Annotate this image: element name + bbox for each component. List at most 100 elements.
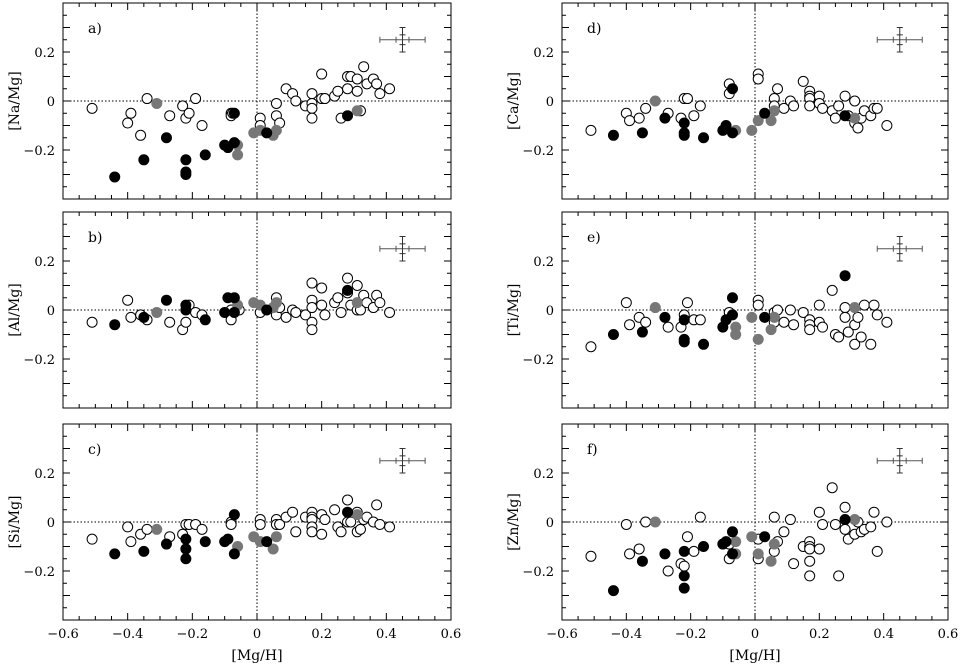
data-point-open [633, 543, 645, 555]
data-point-open [817, 102, 829, 114]
data-point-gray [849, 112, 861, 124]
data-point-black [222, 533, 234, 545]
data-point-gray [746, 531, 758, 543]
data-point-black [839, 270, 851, 282]
data-point-open [86, 102, 98, 114]
y-tick-label: 0.2 [34, 467, 55, 482]
data-point-black [678, 545, 690, 557]
data-point-black [261, 127, 273, 139]
y-tick-label: −0.2 [522, 144, 554, 159]
data-point-open [788, 100, 800, 112]
y-tick-label: −0.2 [522, 353, 554, 368]
data-point-open [839, 90, 851, 102]
data-point-open [125, 536, 137, 548]
data-point-open [813, 543, 825, 555]
data-point-gray [151, 523, 163, 535]
data-point-open [694, 314, 706, 326]
data-point-black [228, 306, 240, 318]
data-point-open [784, 514, 796, 526]
panel-timg: 0.2 0 −0.2 [Ti/Mg] e) [506, 211, 949, 409]
data-point-open [772, 83, 784, 95]
data-point-open [122, 294, 134, 306]
data-point-open [804, 555, 816, 567]
x-tick-label: 0 [751, 627, 759, 642]
data-point-black [607, 329, 619, 340]
data-point-black [726, 309, 738, 321]
data-point-gray [746, 311, 758, 323]
data-point-gray [765, 324, 777, 336]
data-point-open [122, 521, 134, 533]
data-point-open [788, 319, 800, 331]
data-point-open [135, 129, 147, 141]
x-axis-title: [Mg/H] [231, 648, 282, 664]
panel-simg: 0.2 0 −0.2 [Si/Mg] c) −0.6 −0.4 −0.2 0 0.2 0.4 0.6 [… [7, 423, 462, 664]
data-point-black [678, 570, 690, 582]
data-point-gray [849, 302, 861, 314]
data-point-open [752, 299, 764, 311]
data-point-open [358, 61, 370, 73]
data-point-open [371, 499, 383, 511]
data-point-open [585, 341, 597, 353]
data-point-open [585, 124, 597, 136]
data-point-gray [270, 124, 282, 136]
data-point-open [804, 570, 816, 582]
data-point-open [871, 545, 883, 557]
data-point-open [839, 302, 851, 314]
data-point-black [342, 284, 354, 296]
panel-label: f) [587, 442, 598, 458]
data-point-gray [765, 115, 777, 127]
x-tick-label: 0 [253, 627, 261, 642]
y-axis-title: [Al/Mg] [7, 283, 23, 337]
data-point-open [868, 506, 880, 518]
data-point-open [125, 107, 137, 119]
data-point-open [351, 85, 363, 97]
data-point-open [640, 316, 652, 328]
data-point-gray [752, 333, 764, 345]
data-point-black [839, 110, 851, 122]
data-point-open [813, 299, 825, 311]
error-bar-marker [379, 27, 426, 53]
y-tick-label: 0.2 [533, 255, 554, 270]
data-point-black [726, 83, 738, 95]
data-point-gray [746, 124, 758, 136]
data-point-open [804, 100, 816, 112]
x-tick-label: −0.4 [611, 627, 643, 642]
data-point-gray [768, 105, 780, 117]
data-point-open [829, 518, 841, 530]
data-point-black [720, 536, 732, 548]
data-point-open [694, 511, 706, 523]
data-point-open [752, 73, 764, 85]
y-tick-label: 0.2 [34, 46, 55, 61]
data-point-open [826, 482, 838, 494]
data-point-black [726, 526, 738, 538]
data-point-open [335, 306, 347, 318]
data-point-black [180, 304, 192, 316]
y-axis-title: [Ca/Mg] [506, 72, 522, 130]
data-point-open [833, 331, 845, 343]
data-point-black [180, 543, 192, 555]
data-point-open [833, 570, 845, 582]
data-point-black [636, 326, 648, 338]
data-point-open [868, 299, 880, 311]
y-axis-title: [Na/Mg] [7, 71, 23, 131]
data-point-gray [151, 306, 163, 318]
data-point-open [852, 122, 864, 134]
data-point-open [345, 516, 357, 528]
data-point-open [681, 531, 693, 543]
y-tick-label: 0 [546, 95, 554, 110]
data-point-open [624, 548, 636, 560]
data-point-open [306, 324, 318, 336]
x-tick-label: 0.6 [441, 627, 462, 642]
data-point-open [881, 516, 893, 528]
data-point-gray [849, 514, 861, 526]
data-point-open [688, 110, 700, 122]
data-point-black [219, 306, 231, 318]
data-point-open [640, 516, 652, 528]
data-point-black [726, 127, 738, 139]
data-point-open [678, 560, 690, 572]
data-point-black [138, 545, 150, 557]
data-point-open [141, 523, 153, 535]
x-tick-label: −0.6 [47, 627, 79, 642]
data-point-open [316, 299, 328, 311]
data-point-black [720, 120, 732, 131]
